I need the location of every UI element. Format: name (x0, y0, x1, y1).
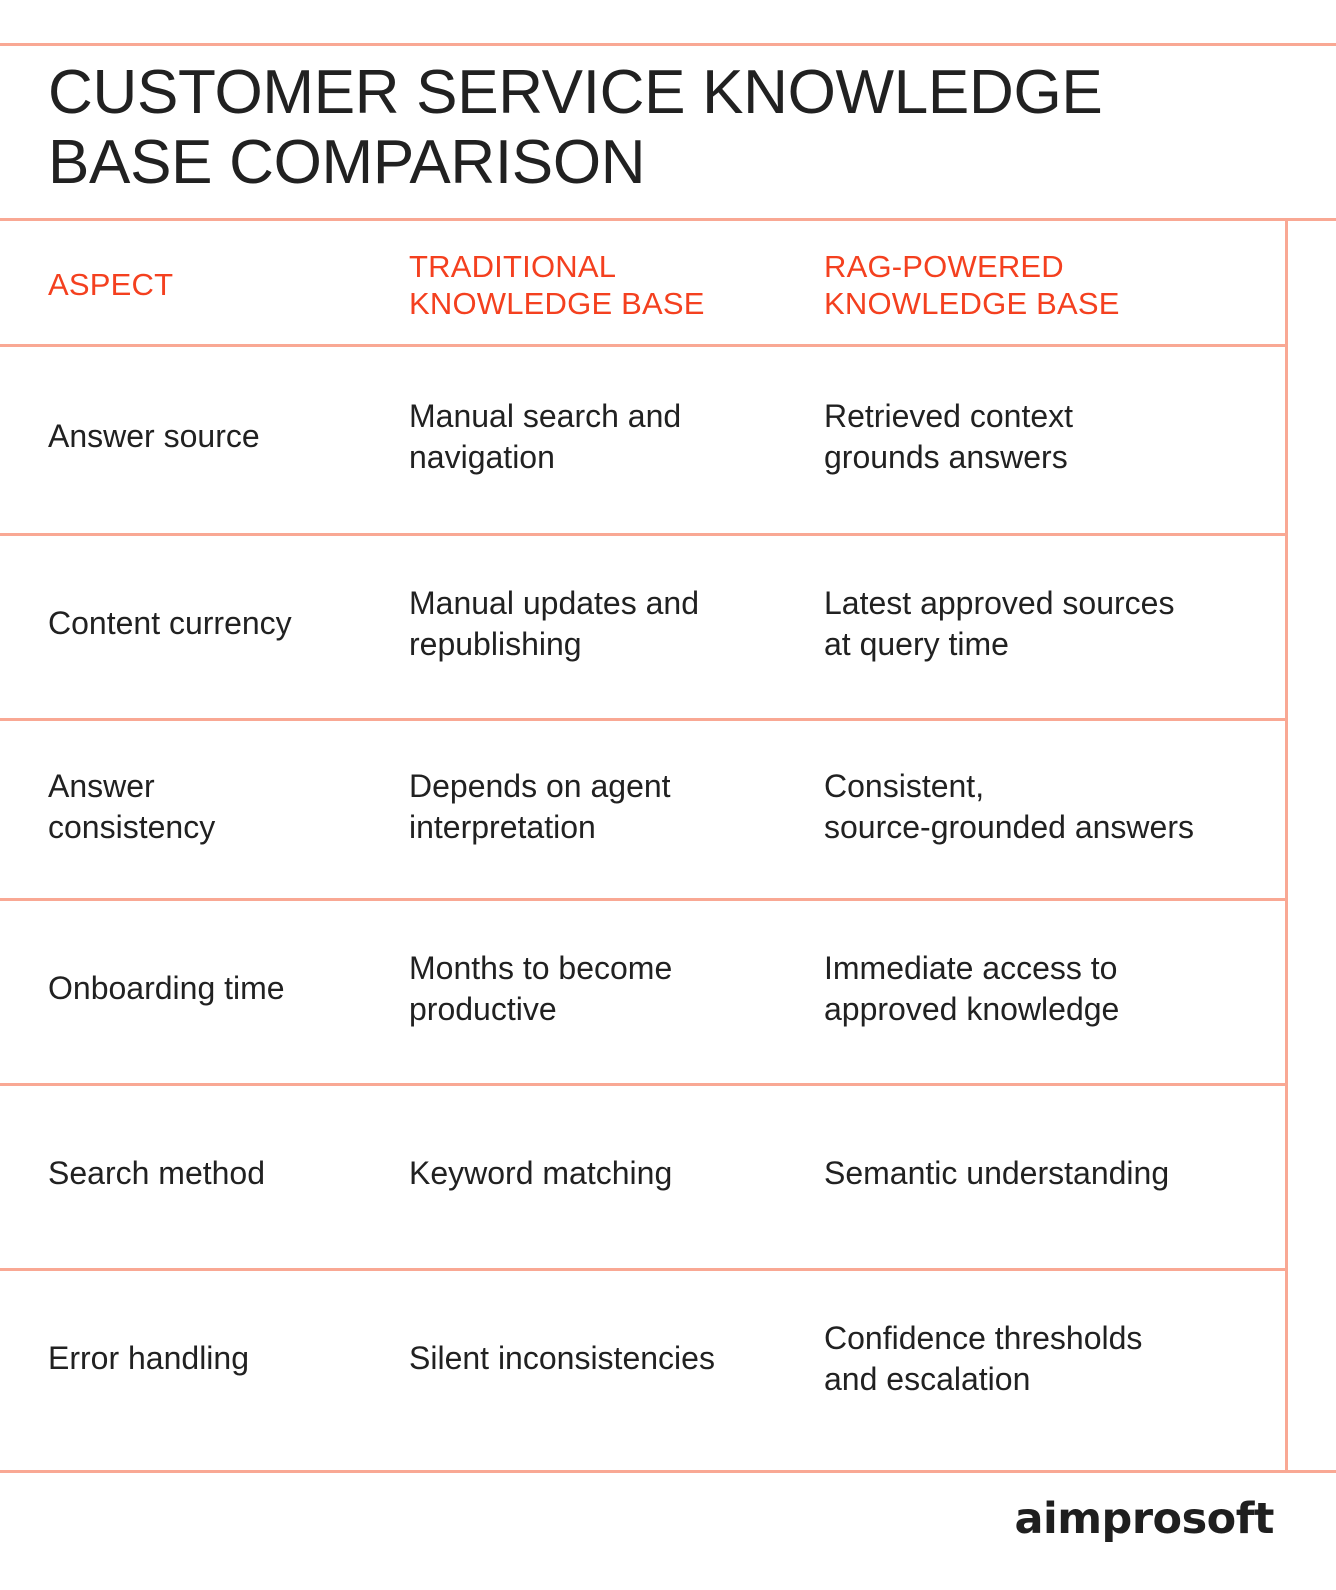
row-rag-line-1: Semantic understanding (824, 1155, 1170, 1191)
table-row: Onboarding time Months to become product… (0, 898, 1336, 1083)
column-header-rag-line-2: KNOWLEDGE BASE (824, 286, 1120, 321)
row-rag-line-2: at query time (824, 626, 1009, 662)
row-divider-5 (0, 1268, 1285, 1271)
row-rag-cell: Retrieved context grounds answers (824, 396, 1284, 478)
row-traditional-line-1: Depends on agent (409, 768, 671, 804)
row-rag-line-1: Latest approved sources (824, 585, 1175, 621)
table-row: Content currency Manual updates and repu… (0, 533, 1336, 718)
row-divider-4 (0, 1083, 1285, 1086)
row-rag-cell: Semantic understanding (824, 1153, 1284, 1194)
row-traditional-cell: Depends on agent interpretation (409, 766, 809, 848)
row-traditional-line-2: interpretation (409, 809, 596, 845)
row-traditional-line-2: navigation (409, 439, 555, 475)
row-rag-line-1: Consistent, (824, 768, 985, 804)
row-traditional-cell: Keyword matching (409, 1153, 809, 1194)
row-rag-cell: Immediate access to approved knowledge (824, 948, 1284, 1030)
row-traditional-line-1: Keyword matching (409, 1155, 673, 1191)
column-header-aspect: ASPECT (48, 266, 398, 303)
row-rag-cell: Consistent, source-grounded answers (824, 766, 1284, 848)
row-aspect-cell: Search method (48, 1153, 398, 1194)
row-aspect-line-1: Answer (48, 768, 155, 804)
row-aspect-line-1: Error handling (48, 1340, 249, 1376)
column-header-rag: RAG-POWERED KNOWLEDGE BASE (824, 248, 1284, 322)
row-rag-line-2: and escalation (824, 1361, 1031, 1397)
table-header-row: ASPECT TRADITIONAL KNOWLEDGE BASE RAG-PO… (0, 218, 1336, 344)
brand-logo: aimprosoft (1014, 1494, 1275, 1544)
row-rag-line-1: Immediate access to (824, 950, 1118, 986)
row-aspect-cell: Onboarding time (48, 968, 398, 1009)
row-traditional-cell: Manual search and navigation (409, 396, 809, 478)
row-traditional-cell: Silent inconsistencies (409, 1338, 809, 1379)
table-bottom-rule (0, 1470, 1336, 1473)
column-header-traditional-line-1: TRADITIONAL (409, 249, 617, 284)
row-aspect-cell: Error handling (48, 1338, 398, 1379)
column-header-traditional-line-2: KNOWLEDGE BASE (409, 286, 705, 321)
row-divider-3 (0, 898, 1285, 901)
header-top-rule (0, 218, 1336, 221)
row-aspect-line-1: Answer source (48, 418, 260, 454)
page-title-line-2: BASE COMPARISON (48, 128, 646, 197)
row-aspect-line-1: Search method (48, 1155, 266, 1191)
column-header-rag-line-1: RAG-POWERED (824, 249, 1064, 284)
row-rag-line-1: Confidence thresholds (824, 1320, 1143, 1356)
row-traditional-line-1: Manual search and (409, 398, 682, 434)
page-title: CUSTOMER SERVICE KNOWLEDGE BASE COMPARIS… (48, 58, 1168, 198)
page-title-line-1: CUSTOMER SERVICE KNOWLEDGE (48, 58, 1103, 127)
row-traditional-line-1: Silent inconsistencies (409, 1340, 715, 1376)
top-border-rule (0, 43, 1336, 46)
row-divider-1 (0, 533, 1285, 536)
row-traditional-cell: Manual updates and republishing (409, 583, 809, 665)
row-traditional-line-2: productive (409, 991, 557, 1027)
vertical-divider (1285, 218, 1288, 1473)
row-divider-2 (0, 718, 1285, 721)
row-aspect-cell: Answer consistency (48, 766, 398, 848)
row-aspect-line-1: Onboarding time (48, 970, 285, 1006)
row-traditional-line-1: Manual updates and (409, 585, 699, 621)
column-header-aspect-label: ASPECT (48, 267, 174, 302)
row-traditional-line-1: Months to become (409, 950, 673, 986)
table-row: Answer consistency Depends on agent inte… (0, 718, 1336, 898)
row-aspect-line-2: consistency (48, 809, 216, 845)
table-row: Error handling Silent inconsistencies Co… (0, 1268, 1336, 1470)
row-divider-header (0, 344, 1285, 347)
row-rag-cell: Latest approved sources at query time (824, 583, 1284, 665)
table-row: Search method Keyword matching Semantic … (0, 1083, 1336, 1268)
row-traditional-line-2: republishing (409, 626, 582, 662)
table-row: Answer source Manual search and navigati… (0, 344, 1336, 533)
row-aspect-cell: Answer source (48, 416, 398, 457)
row-rag-cell: Confidence thresholds and escalation (824, 1318, 1284, 1400)
row-rag-line-2: approved knowledge (824, 991, 1120, 1027)
column-header-traditional: TRADITIONAL KNOWLEDGE BASE (409, 248, 809, 322)
row-rag-line-2: source-grounded answers (824, 809, 1194, 845)
row-rag-line-1: Retrieved context (824, 398, 1074, 434)
row-aspect-line-1: Content currency (48, 605, 292, 641)
row-aspect-cell: Content currency (48, 603, 398, 644)
row-traditional-cell: Months to become productive (409, 948, 809, 1030)
row-rag-line-2: grounds answers (824, 439, 1068, 475)
